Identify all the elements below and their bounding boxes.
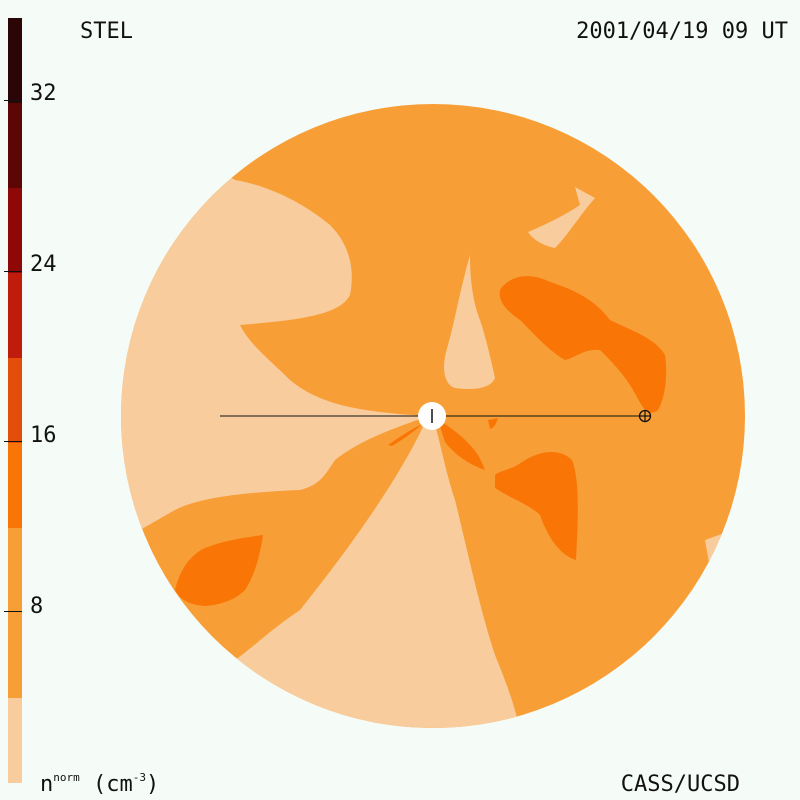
units-label: nnorm (cm-3): [40, 772, 159, 796]
units-exp: -3: [132, 771, 146, 784]
observatory-label: STEL: [80, 19, 133, 44]
colorbar-tick-mark: [4, 611, 22, 612]
colorbar-tick-mark: [4, 441, 22, 442]
colorbar-level-6: [8, 103, 22, 188]
credit-label: CASS/UCSD: [620, 772, 740, 797]
density-region-low: [158, 374, 180, 399]
colorbar-tick-mark: [4, 100, 22, 101]
sun-icon: [418, 402, 446, 430]
colorbar-level-5: [8, 188, 22, 273]
earth-icon: [638, 409, 652, 423]
colorbar-tick-32: 32: [30, 81, 57, 106]
colorbar-tick-16: 16: [30, 423, 57, 448]
units-close: ): [146, 772, 160, 797]
colorbar-level-1: [8, 528, 22, 698]
colorbar-level-7: [8, 18, 22, 103]
timestamp-label: 2001/04/19 09 UT: [576, 19, 788, 44]
colorbar-tick-24: 24: [30, 252, 57, 277]
units-paren: (cm: [93, 772, 133, 797]
units-super: norm: [53, 771, 80, 784]
density-region-high: [388, 424, 422, 446]
colorbar-level-2: [8, 443, 22, 528]
density-region-low: [200, 416, 525, 728]
colorbar-level-0: [8, 698, 22, 783]
density-region-low: [444, 255, 495, 389]
colorbar-tick-8: 8: [30, 594, 44, 619]
colorbar: [8, 18, 22, 783]
colorbar-level-3: [8, 358, 22, 443]
density-region-high: [175, 535, 263, 606]
colorbar-level-4: [8, 273, 22, 358]
density-region-high: [488, 418, 498, 429]
density-region-high: [495, 451, 578, 560]
colorbar-tick-mark: [4, 271, 22, 272]
density-region-low: [528, 187, 595, 248]
density-region-high: [499, 276, 667, 413]
units-base: n: [40, 772, 54, 797]
density-region-high: [438, 420, 485, 470]
